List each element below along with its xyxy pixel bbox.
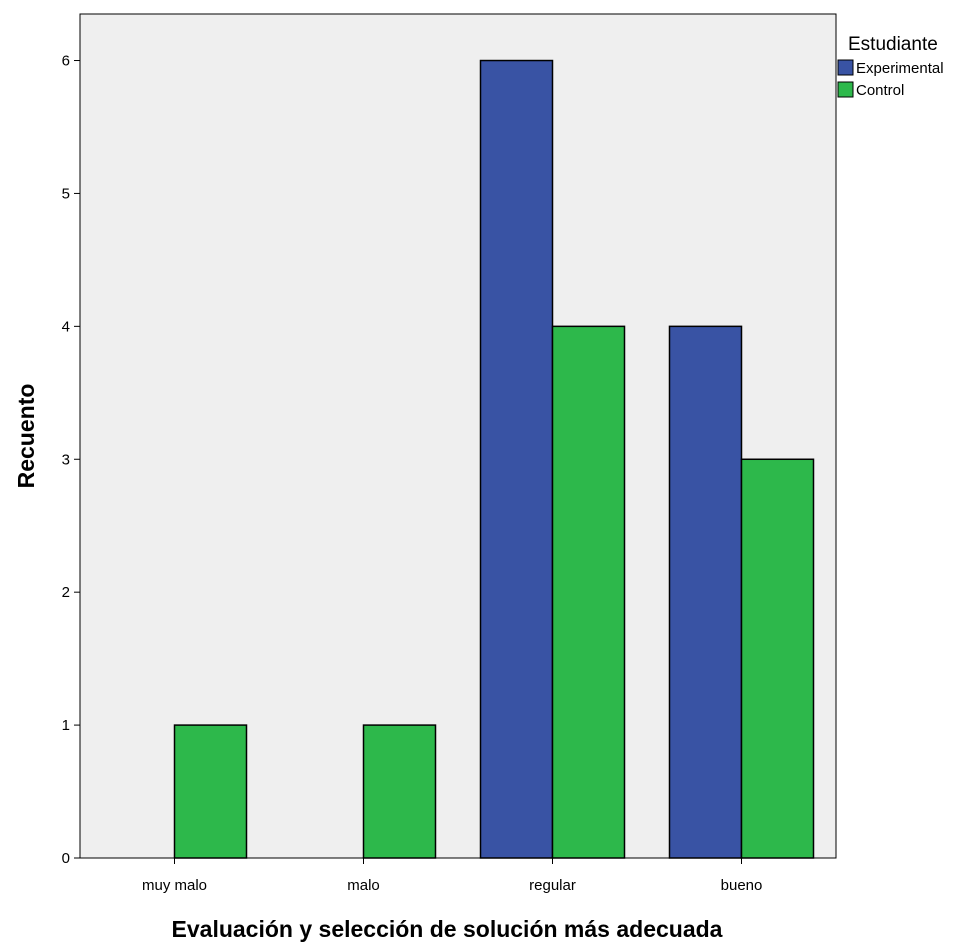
- x-tick-label: regular: [529, 877, 576, 894]
- y-tick-label: 5: [62, 185, 70, 202]
- bar-control-bueno: [740, 458, 815, 859]
- legend-swatch-control: [837, 81, 854, 98]
- x-tick-label: malo: [347, 877, 380, 894]
- x-tick-label: muy malo: [142, 877, 207, 894]
- y-tick-label: 3: [62, 451, 70, 468]
- x-axis-title: Evaluación y selección de solución más a…: [172, 916, 723, 942]
- y-axis-title: Recuento: [13, 384, 39, 489]
- y-tick-label: 4: [62, 318, 70, 335]
- bar-experimental-bueno: [668, 325, 743, 859]
- y-tick-label: 1: [62, 717, 70, 734]
- x-tick-label: bueno: [721, 877, 763, 894]
- bar-control-malo: [362, 724, 437, 859]
- legend: Estudiante Experimental Control: [837, 34, 944, 99]
- y-tick-label: 0: [62, 850, 70, 867]
- legend-label-control: Control: [856, 82, 904, 99]
- y-tick-label: 2: [62, 584, 70, 601]
- y-tick-label: 6: [62, 53, 70, 70]
- bar-experimental-regular: [479, 59, 554, 859]
- bar-control-muy-malo: [173, 724, 248, 859]
- legend-swatch-experimental: [837, 59, 854, 76]
- legend-label-experimental: Experimental: [856, 60, 944, 77]
- bars: [173, 59, 815, 859]
- legend-title: Estudiante: [848, 34, 938, 55]
- bar-control-regular: [551, 325, 626, 859]
- x-axis: muy malo malo regular bueno: [142, 858, 762, 894]
- y-axis: 0 1 2 3 4 5 6: [62, 53, 80, 867]
